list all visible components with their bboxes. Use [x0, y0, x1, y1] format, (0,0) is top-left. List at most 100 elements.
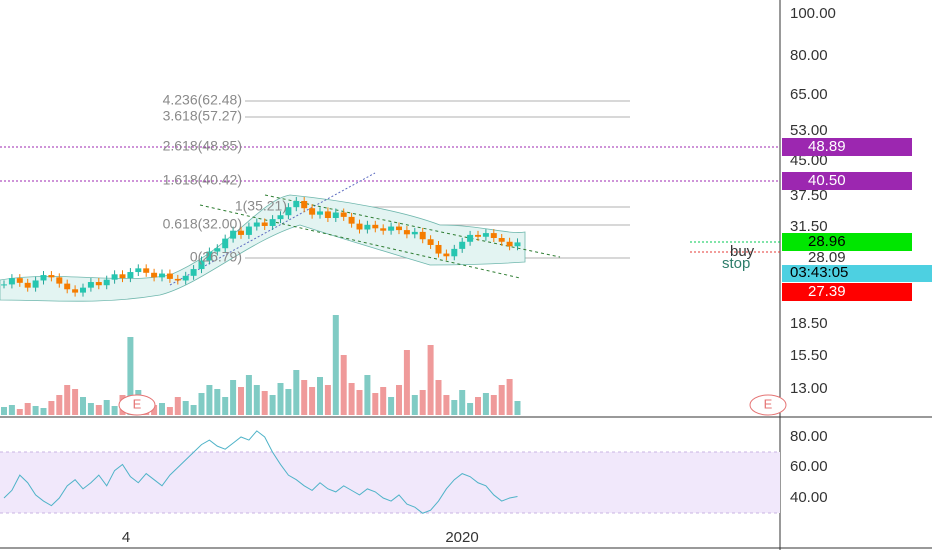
candle [293, 200, 300, 208]
volume-bar [56, 395, 63, 415]
volume-bar [103, 400, 110, 415]
volume-bar [253, 385, 260, 415]
candle [1, 284, 7, 286]
candle [206, 251, 213, 261]
candle [451, 248, 458, 257]
volume-bar [95, 405, 102, 415]
volume-bar [403, 350, 410, 415]
fib-label: 0.618(32.00) [163, 216, 242, 232]
volume-bar [174, 397, 181, 415]
volume-bar [166, 407, 173, 415]
candle [364, 224, 371, 230]
candle [482, 233, 489, 237]
volume-bar [16, 409, 23, 415]
candle [111, 274, 118, 280]
candle [16, 278, 23, 283]
price-label: 53.00 [790, 122, 828, 139]
candle [56, 277, 63, 284]
volume-bar [459, 390, 466, 415]
volume-bar [285, 389, 292, 415]
price-tag-text: 48.89 [808, 138, 846, 155]
volume-bar [48, 401, 55, 415]
candle [253, 222, 260, 227]
volume-bar [64, 385, 71, 415]
volume-bar [427, 345, 434, 415]
candle [135, 268, 142, 273]
candle [514, 242, 521, 247]
price-label: 18.50 [790, 315, 828, 332]
candle [317, 211, 323, 215]
candle [498, 238, 505, 242]
fib-label: 2.618(48.85) [163, 138, 242, 154]
price-label: 100.00 [790, 5, 836, 22]
channel-line [199, 204, 521, 279]
time-label: 2020 [445, 529, 478, 546]
candle [40, 275, 47, 281]
candle [285, 207, 292, 216]
rsi-band [0, 452, 780, 513]
candle [419, 231, 426, 240]
volume-bar [309, 387, 316, 415]
candle [261, 222, 268, 226]
volume-bar [301, 380, 308, 415]
candle [48, 275, 55, 278]
candle [269, 219, 276, 226]
candle [245, 226, 252, 235]
volume-bar [356, 390, 363, 415]
volume-bar [80, 397, 86, 415]
countdown-text: 03:43:05 [790, 264, 848, 281]
candle [490, 233, 497, 239]
candle [301, 200, 308, 209]
candle [459, 241, 466, 249]
volume-bar [214, 389, 221, 415]
candle [182, 275, 189, 281]
volume-bar [364, 375, 371, 415]
candle [214, 248, 221, 252]
candle [403, 230, 410, 235]
candle [198, 260, 205, 270]
candle [443, 253, 450, 257]
candle [127, 272, 134, 279]
channel-line [264, 194, 561, 258]
candle [348, 216, 355, 224]
price-label: 31.50 [790, 218, 828, 235]
volume-bar [380, 387, 387, 415]
price-label: 45.00 [790, 152, 828, 169]
volume-bar [490, 395, 497, 415]
volume-bar [190, 405, 197, 415]
price-label: 13.00 [790, 380, 828, 397]
volume-bar [332, 315, 339, 415]
candle [8, 278, 15, 285]
volume-bar [72, 389, 79, 415]
candle [166, 273, 173, 279]
volume-bar [87, 403, 94, 415]
candle [467, 234, 474, 242]
volume-bar [324, 385, 331, 415]
candle [64, 283, 71, 290]
candle [80, 287, 86, 293]
volume-bar [127, 337, 134, 415]
volume-bar [475, 397, 481, 415]
fib-label: 3.618(57.27) [163, 108, 242, 124]
candle [324, 211, 331, 218]
event-text: E [764, 396, 773, 411]
volume-bar [269, 395, 276, 415]
price-tag [782, 172, 912, 190]
candle [222, 238, 229, 249]
volume-bar [482, 393, 489, 415]
price-tag [782, 283, 912, 301]
candle [238, 230, 244, 235]
volume-bar [32, 406, 39, 415]
event-marker [118, 394, 156, 416]
volume-bar [245, 375, 252, 415]
candle [277, 215, 284, 220]
volume-bar [182, 401, 189, 415]
rsi-label: 60.00 [790, 458, 828, 475]
volume-bar [198, 393, 205, 415]
order-label: buy [730, 243, 755, 260]
candle [356, 223, 363, 230]
price-tag-text: 40.50 [808, 172, 846, 189]
candle [435, 244, 442, 254]
rsi-label: 80.00 [790, 428, 828, 445]
candle [388, 226, 395, 231]
